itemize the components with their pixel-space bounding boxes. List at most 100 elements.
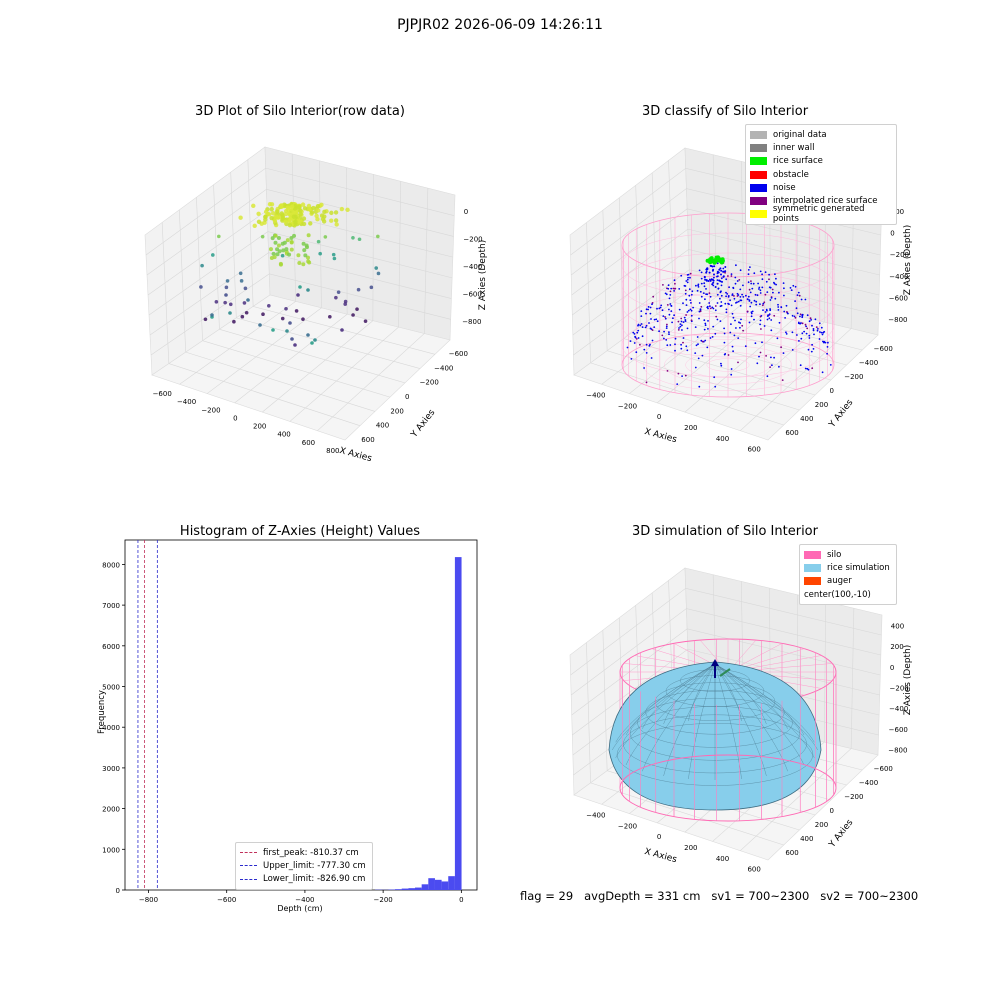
- scatter-point: [664, 317, 667, 320]
- scatter-point: [778, 365, 780, 368]
- scatter-point: [812, 329, 815, 332]
- scatter-point: [658, 330, 660, 333]
- noise-point: [714, 286, 717, 288]
- scatter-point: [812, 348, 815, 350]
- scatter-point: [345, 207, 350, 213]
- scatter-point: [766, 375, 769, 378]
- legend-label: noise: [773, 182, 796, 193]
- silo-floor-ring: [642, 339, 814, 391]
- grid-line: [423, 188, 429, 334]
- scatter-point: [676, 383, 679, 385]
- scatter-point: [800, 337, 803, 340]
- scatter-point: [698, 269, 701, 272]
- noise-point: [720, 269, 723, 272]
- scatter-point: [284, 247, 289, 252]
- scatter-point: [730, 368, 733, 370]
- scatter-point: [669, 344, 672, 346]
- silo-wall-ring: [621, 272, 835, 338]
- scatter-point: [649, 312, 652, 315]
- scatter-point: [663, 337, 665, 340]
- scatter-point: [706, 346, 709, 349]
- grid-line: [602, 630, 608, 771]
- scatter-point: [711, 306, 714, 309]
- scatter-point: [314, 213, 319, 219]
- scatter-point: [296, 253, 301, 258]
- scatter-point: [737, 300, 740, 303]
- scatter-point: [697, 343, 699, 346]
- scatter-point: [287, 218, 292, 224]
- scatter-point: [203, 317, 208, 322]
- grid-line: [289, 326, 399, 422]
- grid-line: [618, 197, 625, 339]
- scatter-point: [311, 205, 316, 211]
- z-tick-label: −600: [889, 726, 908, 734]
- scatter-point: [635, 351, 638, 354]
- scatter-point: [776, 337, 779, 340]
- z-tick-label: 0: [890, 664, 894, 672]
- scatter-point: [756, 362, 759, 365]
- scatter-point: [765, 280, 768, 283]
- y-axis-label: Y Axies: [827, 398, 856, 431]
- scatter-point: [647, 308, 649, 311]
- legend-label: obstacle: [773, 169, 809, 180]
- legend-entry: auger: [804, 575, 892, 588]
- scatter-point: [655, 318, 658, 321]
- scatter-point: [709, 295, 712, 298]
- scatter-point: [801, 316, 804, 319]
- legend-entry: original data: [750, 128, 892, 141]
- legend-line-swatch: [240, 878, 257, 880]
- y-tick-label: −400: [859, 779, 878, 787]
- grid-line: [236, 317, 421, 369]
- scatter-point: [289, 247, 294, 252]
- scatter-point: [297, 260, 302, 265]
- scatter-point: [280, 253, 285, 258]
- scatter-point: [214, 300, 219, 304]
- scatter-point: [328, 314, 332, 319]
- z-tick-label: −800: [888, 316, 907, 324]
- scatter-point: [714, 309, 717, 312]
- grid-line: [640, 326, 831, 381]
- scatter-point: [786, 311, 788, 313]
- y-tick-label: −200: [420, 379, 439, 387]
- rice-mesh-line: [642, 663, 716, 729]
- scatter-point: [672, 317, 674, 320]
- scatter-point: [273, 240, 278, 245]
- scatter-point: [333, 218, 339, 223]
- scatter-point: [766, 291, 769, 293]
- scatter-point: [723, 341, 726, 344]
- scatter-point: [720, 364, 723, 367]
- grid-line: [234, 314, 348, 404]
- scatter-point: [777, 303, 779, 306]
- scatter-point: [685, 280, 688, 282]
- z-tick-label: −400: [463, 263, 482, 271]
- x-tick-label: 600: [747, 866, 760, 874]
- scatter-point: [374, 266, 379, 270]
- x-tick-label: 400: [716, 435, 729, 443]
- scatter-point: [805, 332, 808, 335]
- grid-line: [161, 222, 170, 364]
- scatter-point: [714, 305, 717, 307]
- noise-point: [724, 270, 727, 273]
- scatter-point: [758, 355, 760, 358]
- x-tick-label: 800: [326, 447, 339, 455]
- scatter-point: [645, 324, 648, 327]
- legend-label: Upper_limit: -777.30 cm: [263, 860, 366, 871]
- scatter-point: [252, 223, 257, 229]
- legend-entry: Upper_limit: -777.30 cm: [240, 859, 368, 872]
- noise-point: [724, 266, 727, 268]
- scatter-point: [271, 251, 276, 256]
- scatter-point: [661, 309, 664, 312]
- scatter-point: [645, 312, 647, 315]
- scatter-point: [712, 284, 715, 287]
- scatter-point: [794, 285, 797, 288]
- scatter-point: [703, 282, 706, 285]
- scatter-point: [678, 308, 681, 311]
- scatter-point: [685, 345, 688, 348]
- histogram-bar: [421, 884, 429, 890]
- x-tick-label: 400: [277, 431, 290, 439]
- scatter-point: [750, 280, 752, 282]
- scatter-point: [650, 318, 652, 320]
- rice-surface-point: [710, 259, 714, 264]
- scatter-point: [276, 243, 281, 248]
- y-tick-label: −200: [844, 793, 863, 801]
